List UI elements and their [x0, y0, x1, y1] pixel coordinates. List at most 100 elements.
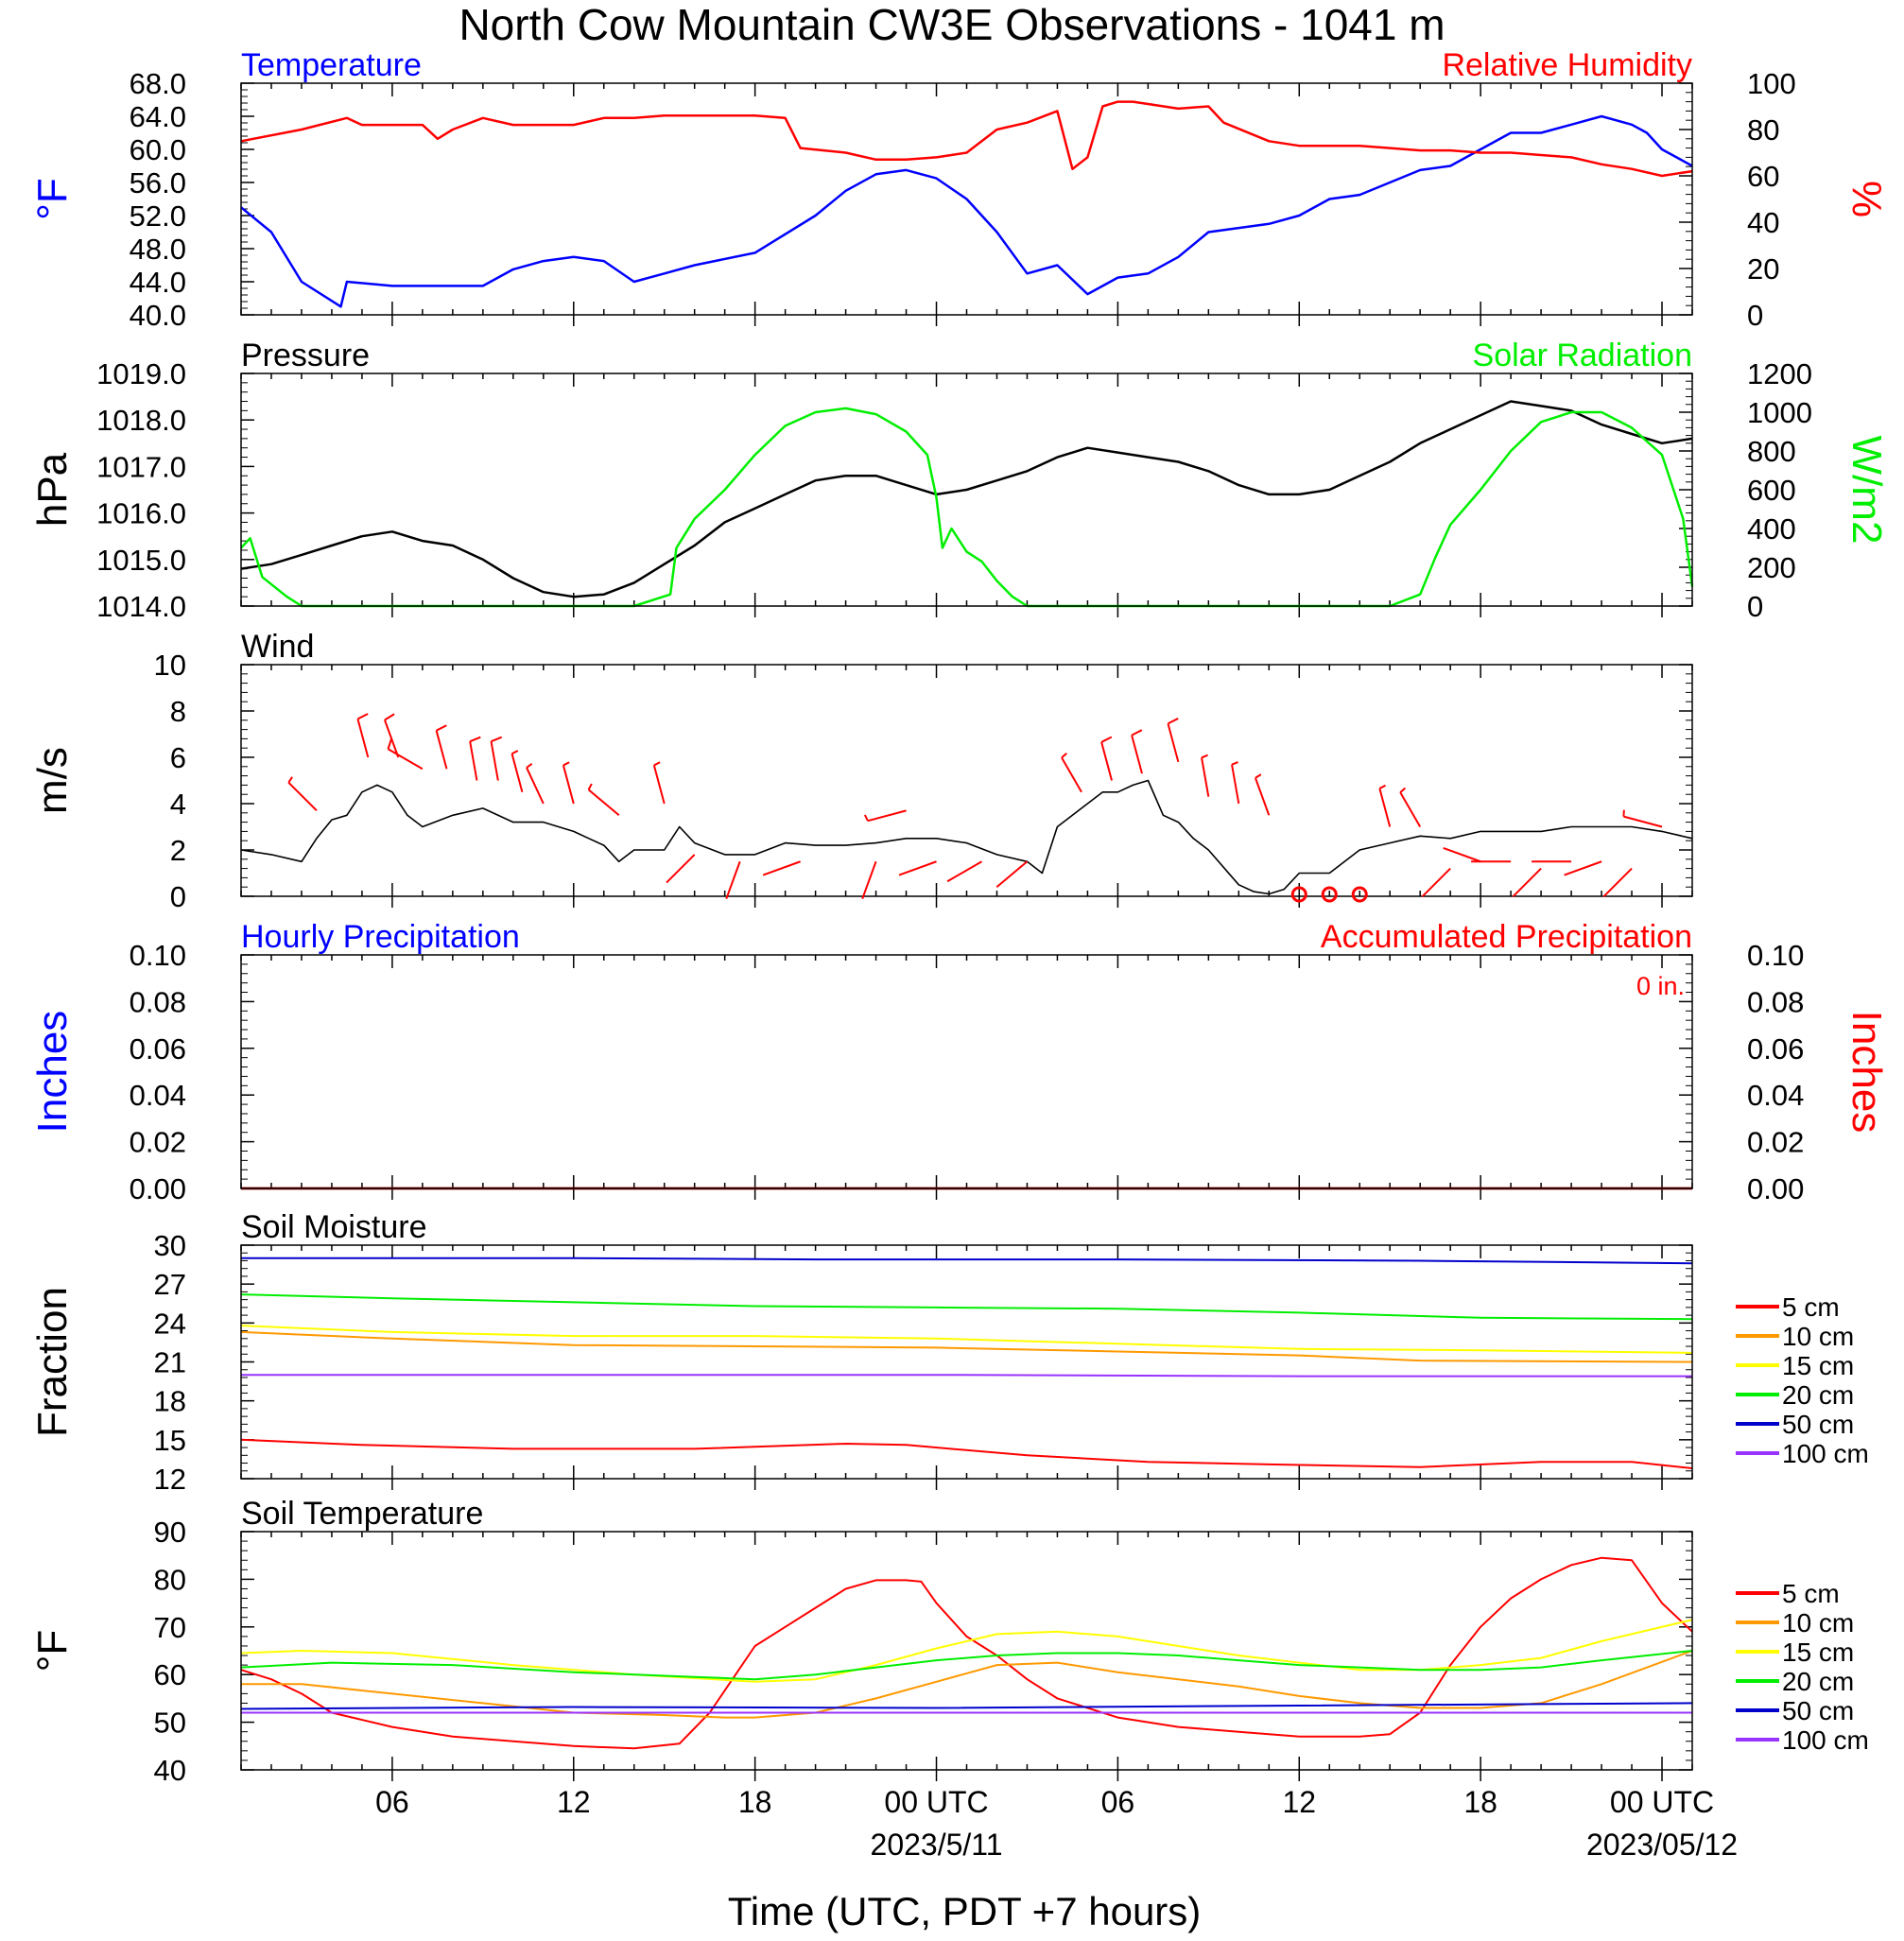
wind-barb-flag	[587, 783, 593, 790]
wind-barb-flag	[356, 713, 369, 720]
legend-label: 20 cm	[1782, 1380, 1854, 1410]
x-tick-label: 12	[1282, 1785, 1316, 1819]
legend-label: 100 cm	[1782, 1439, 1869, 1468]
series-line-temperature	[240, 114, 1693, 308]
wind-barb	[1231, 764, 1240, 805]
y-tick-label-left: 2	[170, 834, 186, 867]
y-tick-label-right: 600	[1747, 474, 1796, 507]
y-tick-label-left: 24	[154, 1307, 186, 1340]
wind-barb	[490, 740, 499, 781]
series-line-20-cm	[240, 1650, 1693, 1681]
series-line-10-cm	[240, 1330, 1693, 1363]
legend-label: 10 cm	[1782, 1608, 1854, 1638]
wind-barb	[1254, 777, 1271, 816]
x-tick-label: 06	[1101, 1785, 1135, 1819]
panel-frame	[240, 82, 1693, 316]
y-axis-label-left: Fraction	[29, 1287, 76, 1437]
y-tick-label-left: 18	[154, 1385, 186, 1418]
y-tick-label-left: 56.0	[130, 166, 186, 199]
x-axis-label: Time (UTC, PDT +7 hours)	[728, 1889, 1202, 1933]
wind-barb	[995, 860, 1029, 889]
y-tick-label-left: 64.0	[130, 100, 186, 133]
y-tick-label-left: 60	[154, 1658, 186, 1691]
y-tick-label-right: 80	[1747, 113, 1779, 147]
wind-barb	[725, 860, 741, 900]
y-axis-label-left: °F	[29, 178, 76, 219]
wind-barb	[1421, 867, 1451, 898]
legend-label: 15 cm	[1782, 1638, 1854, 1667]
wind-barb	[287, 781, 318, 812]
y-tick-label-right: 400	[1747, 512, 1796, 546]
wind-barb	[1443, 846, 1481, 863]
y-tick-label-right: 1200	[1747, 357, 1812, 390]
series-line-solar-radiation	[240, 407, 1694, 608]
y-axis-label-left: Inches	[29, 1011, 76, 1134]
panel-pressure_solar: 1014.0 1015.0 1016.0 1017.0 1018.0 1019.0 0 200…	[29, 338, 1890, 623]
wind-barb-flag	[491, 736, 503, 743]
wind-barb-flag	[1231, 761, 1238, 766]
y-tick-label-right: 0.08	[1747, 985, 1804, 1018]
wind-barb	[1564, 860, 1602, 876]
y-tick-label-right: 0.00	[1747, 1172, 1804, 1205]
y-tick-label-left: 10	[154, 649, 186, 682]
wind-barb-flag	[563, 761, 570, 767]
panel-frame	[240, 954, 1693, 1189]
y-tick-label-right: 60	[1747, 160, 1779, 193]
wind-barb-flag	[526, 762, 533, 769]
y-tick-label-left: 40	[154, 1754, 186, 1787]
wind-barb	[1512, 867, 1542, 898]
y-tick-label-right: 20	[1747, 252, 1779, 286]
y-tick-label-right: 0.06	[1747, 1032, 1804, 1066]
y-tick-label-left: 0.00	[130, 1172, 186, 1205]
y-tick-label-left: 40.0	[130, 299, 186, 332]
wind-barb-flag	[436, 724, 447, 732]
y-tick-label-left: 70	[154, 1611, 186, 1644]
y-tick-label-left: 1015.0	[96, 544, 186, 577]
panel-title-left: Pressure	[241, 338, 370, 373]
wind-barb-flag	[1131, 729, 1143, 737]
y-tick-label-left: 1019.0	[96, 357, 186, 390]
series-line-15-cm	[240, 1619, 1693, 1683]
panel-title-right: Solar Radiation	[1473, 338, 1692, 373]
series-line-50-cm	[240, 1702, 1693, 1710]
y-tick-label-left: 0	[170, 880, 186, 913]
legend-label: 5 cm	[1782, 1292, 1840, 1322]
y-tick-label-left: 48.0	[130, 233, 186, 266]
y-tick-label-right: 200	[1747, 551, 1796, 584]
y-tick-label-left: 6	[170, 741, 186, 774]
legend-label: 20 cm	[1782, 1667, 1854, 1696]
y-axis-label-right: %	[1843, 181, 1890, 217]
x-date-label: 2023/5/11	[871, 1828, 1003, 1862]
wind-barb	[469, 740, 478, 781]
series-line-10-cm	[241, 1650, 1693, 1719]
wind-calm-marker	[1321, 886, 1338, 903]
wind-barb	[435, 730, 448, 770]
series-line-20-cm	[240, 1293, 1693, 1321]
y-tick-label-right: 40	[1747, 206, 1779, 239]
series-line-15-cm	[240, 1325, 1693, 1354]
wind-barb	[898, 860, 937, 876]
legend-label: 10 cm	[1782, 1322, 1854, 1351]
wind-barb-flag	[1168, 718, 1179, 725]
wind-barb	[946, 860, 982, 883]
y-axis-label-left: hPa	[29, 452, 76, 527]
y-axis-label-right: W/m2	[1843, 436, 1890, 545]
y-tick-label-right: 0	[1747, 590, 1763, 623]
y-tick-label-right: 100	[1747, 67, 1796, 100]
accumulated-total-label: 0 in.	[1636, 972, 1685, 1000]
wind-barb-flag	[511, 750, 519, 755]
x-tick-label: 00 UTC	[1610, 1785, 1714, 1819]
wind-barb	[562, 765, 575, 805]
wind-barb	[861, 860, 877, 900]
y-tick-label-left: 21	[154, 1346, 186, 1379]
wind-calm-marker	[1351, 886, 1368, 903]
wind-barb	[388, 748, 424, 771]
panel-title-right: Accumulated Precipitation	[1321, 919, 1692, 955]
y-tick-label-left: 15	[154, 1424, 186, 1457]
y-axis-label-left: m/s	[29, 747, 76, 814]
panel-title-left: Temperature	[241, 47, 422, 83]
wind-calm-marker	[1290, 886, 1307, 903]
series-line-5-cm	[240, 1438, 1693, 1469]
